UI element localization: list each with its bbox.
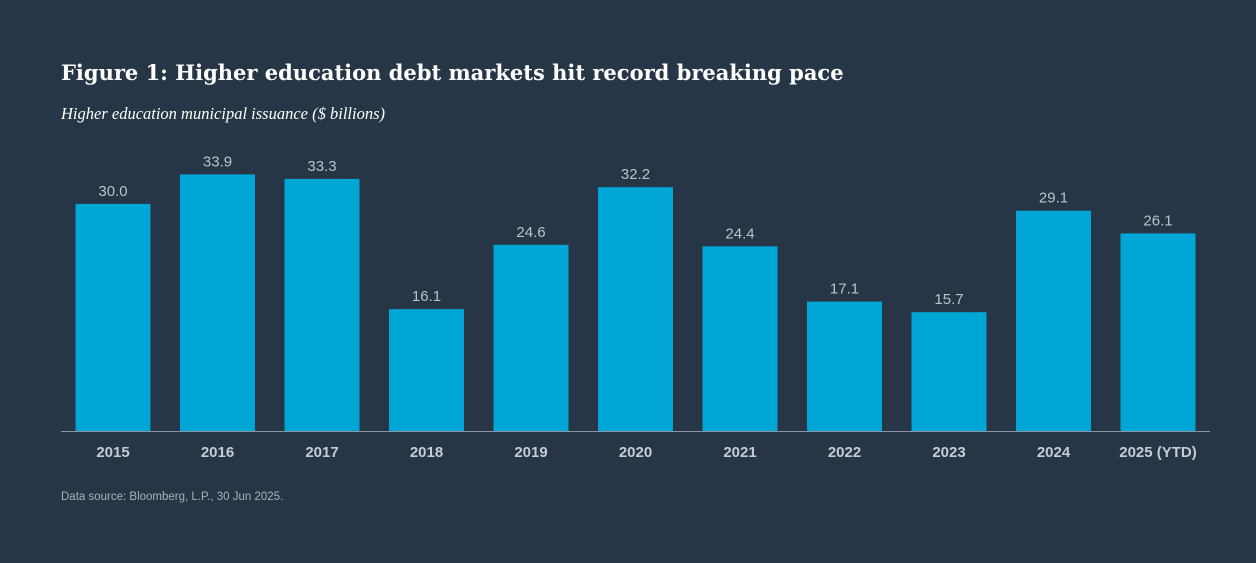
bars-group — [75, 174, 1196, 431]
x-tick-label: 2023 — [932, 444, 965, 461]
x-tick-label: 2015 — [96, 444, 129, 461]
bar-2020 — [598, 187, 673, 431]
bar-value-labels: 30.0 33.9 33.3 16.1 24.6 32.2 24.4 17.1 15.7 29.1… — [98, 153, 1172, 308]
bar-2015 — [75, 203, 151, 431]
bar-2024 — [1016, 210, 1091, 431]
bar-value-label: 24.6 — [516, 224, 545, 241]
x-tick-labels: 2015 2016 2017 2018 2019 2020 2021 2022 2023 2024… — [96, 444, 1196, 461]
x-tick-label: 2020 — [619, 444, 652, 461]
x-tick-label: 2022 — [828, 444, 861, 461]
bar-value-label: 15.7 — [934, 291, 963, 308]
bar-2022 — [807, 301, 882, 431]
bar-value-label: 24.4 — [725, 225, 754, 242]
bar-value-label: 33.3 — [307, 158, 336, 175]
bar-value-label: 29.1 — [1039, 190, 1068, 207]
bar-value-label: 17.1 — [830, 281, 859, 298]
x-tick-label: 2025 (YTD) — [1119, 444, 1197, 461]
chart-title: Figure 1: Higher education debt markets … — [61, 60, 844, 85]
bar-2023 — [911, 312, 987, 431]
x-tick-label: 2019 — [514, 444, 547, 461]
bar-value-label: 32.2 — [621, 166, 650, 183]
bar-value-label: 26.1 — [1143, 212, 1172, 229]
bar-2021 — [702, 246, 778, 431]
bar-2019 — [493, 244, 569, 431]
bar-value-label: 30.0 — [98, 183, 127, 200]
x-tick-label: 2024 — [1037, 444, 1071, 461]
bar-2018 — [389, 309, 464, 431]
x-tick-label: 2021 — [723, 444, 756, 461]
chart-subtitle: Higher education municipal issuance ($ b… — [61, 104, 385, 123]
bar-value-label: 16.1 — [412, 288, 441, 305]
data-source-note: Data source: Bloomberg, L.P., 30 Jun 202… — [61, 491, 284, 503]
x-tick-label: 2017 — [305, 444, 338, 461]
bar-2016 — [180, 174, 255, 431]
bar-2017 — [284, 178, 360, 431]
x-tick-label: 2018 — [410, 444, 443, 461]
x-tick-label: 2016 — [201, 444, 234, 461]
bar-2025-ytd — [1120, 233, 1196, 431]
bar-value-label: 33.9 — [203, 153, 232, 170]
